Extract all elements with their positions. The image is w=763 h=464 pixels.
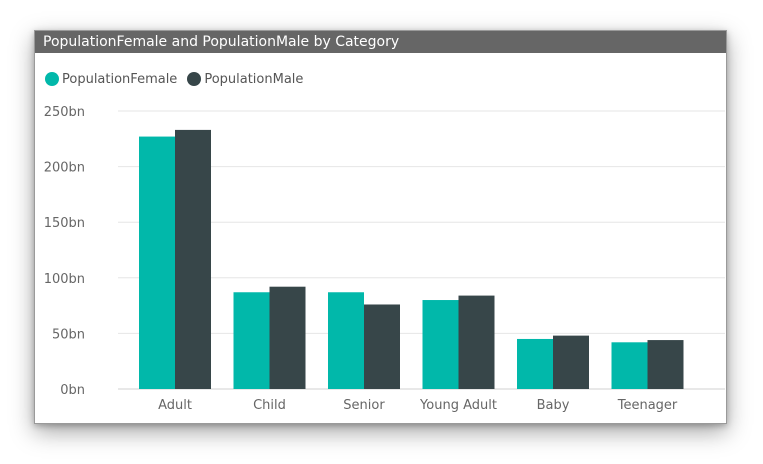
x-tick-label: Young Adult [419, 398, 497, 413]
y-tick-label: 200bn [44, 161, 85, 176]
y-tick-label: 250bn [44, 105, 85, 120]
legend-swatch-female [45, 72, 59, 86]
y-tick-label: 0bn [60, 383, 85, 398]
bar-female-teenager[interactable] [611, 342, 648, 389]
y-tick-label: 50bn [52, 327, 85, 342]
chart-visual[interactable]: PopulationFemale and PopulationMale by C… [34, 30, 727, 424]
bar-male-young-adult[interactable] [458, 295, 495, 389]
bar-female-young-adult[interactable] [422, 300, 459, 389]
y-tick-label: 100bn [44, 272, 85, 287]
x-tick-label: Child [253, 398, 286, 413]
x-tick-label: Adult [158, 398, 192, 413]
chart-legend: PopulationFemale PopulationMale [45, 69, 313, 89]
x-tick-label: Senior [343, 398, 385, 413]
bar-male-child[interactable] [269, 286, 306, 389]
y-tick-label: 150bn [44, 216, 85, 231]
bar-male-senior[interactable] [364, 304, 400, 389]
plot-area: 0bn 50bn 100bn 150bn 200bn 250bn Adult Child Sen… [44, 105, 725, 413]
bar-female-child[interactable] [233, 292, 270, 389]
bar-female-adult[interactable] [139, 136, 175, 389]
x-tick-label: Baby [537, 398, 570, 413]
legend-item-female[interactable]: PopulationFemale [45, 72, 177, 87]
legend-item-male[interactable]: PopulationMale [187, 72, 303, 87]
legend-label-female: PopulationFemale [62, 71, 178, 87]
legend-swatch-male [187, 72, 202, 86]
bar-female-senior[interactable] [328, 292, 364, 389]
bar-male-teenager[interactable] [647, 340, 684, 389]
chart-title: PopulationFemale and PopulationMale by C… [35, 31, 726, 53]
bar-male-baby[interactable] [553, 335, 589, 389]
x-tick-label: Teenager [617, 398, 678, 413]
bar-male-adult[interactable] [175, 129, 211, 389]
legend-label-male: PopulationMale [204, 71, 304, 87]
bar-female-baby[interactable] [517, 338, 553, 389]
